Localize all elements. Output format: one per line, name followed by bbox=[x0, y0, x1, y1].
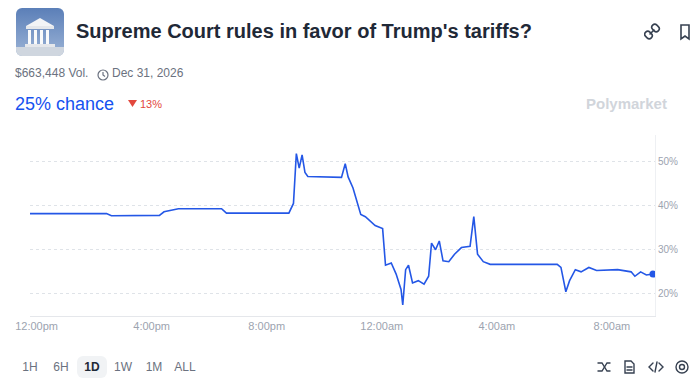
html-text:13%: 13% bbox=[140, 98, 162, 110]
svg-text:12:00pm: 12:00pm bbox=[15, 320, 58, 332]
html-text:1D: 1D bbox=[84, 360, 100, 374]
svg-text:20%: 20% bbox=[658, 288, 678, 299]
html-text:6H: 6H bbox=[53, 360, 69, 374]
svg-text:4:00pm: 4:00pm bbox=[133, 320, 170, 332]
svg-text:8:00am: 8:00am bbox=[594, 320, 631, 332]
svg-text:30%: 30% bbox=[658, 244, 678, 255]
html-text:1H: 1H bbox=[22, 360, 38, 374]
html-text:Polymarket: Polymarket bbox=[586, 95, 667, 112]
html-text:ALL: ALL bbox=[174, 360, 196, 374]
html-text:Supreme Court rules in favor o: Supreme Court rules in favor of Trump's … bbox=[76, 20, 532, 42]
html-text:$663,448 Vol.: $663,448 Vol. bbox=[15, 66, 89, 80]
html-text:1W: 1W bbox=[114, 360, 132, 374]
svg-text:8:00pm: 8:00pm bbox=[248, 320, 285, 332]
html-text:25% chance: 25% chance bbox=[15, 94, 115, 114]
svg-text:12:00am: 12:00am bbox=[360, 320, 403, 332]
svg-text:40%: 40% bbox=[658, 200, 678, 211]
svg-text:50%: 50% bbox=[658, 156, 678, 167]
html-text:Dec 31, 2026: Dec 31, 2026 bbox=[112, 66, 184, 80]
svg-text:4:00am: 4:00am bbox=[478, 320, 515, 332]
html-text:1M: 1M bbox=[145, 360, 163, 374]
